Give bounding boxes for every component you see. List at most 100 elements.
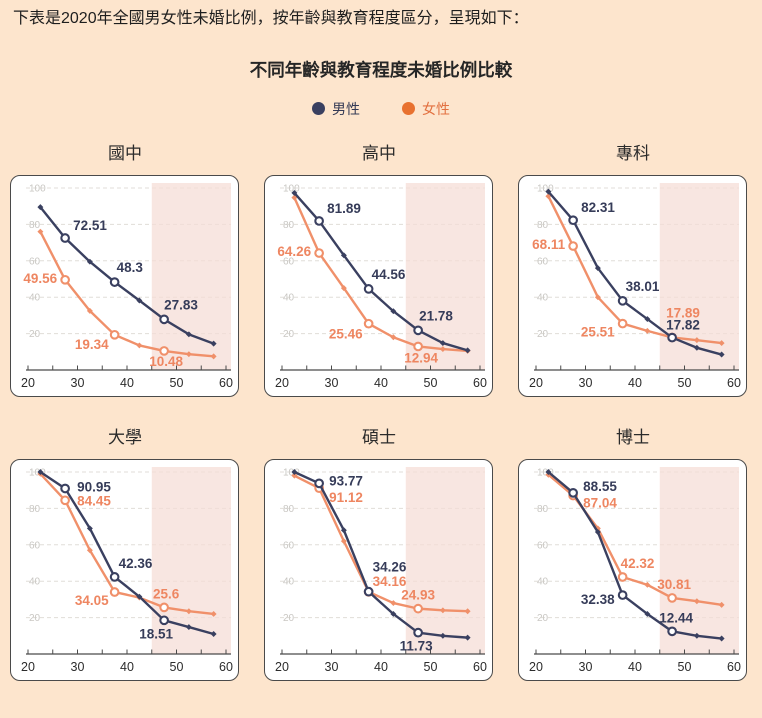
svg-text:42.32: 42.32 <box>621 556 655 571</box>
svg-text:20: 20 <box>529 376 543 390</box>
svg-text:60: 60 <box>219 376 233 390</box>
chart-panel: 20 40 60 80 100 20 30 40 50 60 93.77 34.26 11.73 91.1… <box>264 458 493 681</box>
svg-text:25.46: 25.46 <box>329 326 363 341</box>
svg-text:20: 20 <box>29 329 41 340</box>
svg-text:30.81: 30.81 <box>657 577 691 592</box>
svg-text:93.77: 93.77 <box>329 473 363 488</box>
page-title: 不同年齡與教育程度未婚比例比較 <box>249 59 513 80</box>
svg-text:60: 60 <box>283 540 295 551</box>
svg-text:49.56: 49.56 <box>23 271 57 286</box>
chart-svg: 20 40 60 80 100 20 30 40 50 60 72.51 48.3 27.83 49.56… <box>21 182 233 390</box>
svg-text:80: 80 <box>283 220 295 231</box>
svg-text:30: 30 <box>579 376 593 390</box>
svg-text:80: 80 <box>29 220 41 231</box>
legend-label-female: 女性 <box>422 100 450 117</box>
svg-text:100: 100 <box>283 467 300 478</box>
female-dot-icon <box>402 102 415 116</box>
chart-panel: 20 40 60 80 100 20 30 40 50 60 72.51 48.3 27.83 49.56… <box>10 174 239 397</box>
svg-text:50: 50 <box>424 376 438 390</box>
svg-text:72.51: 72.51 <box>73 218 107 233</box>
svg-text:100: 100 <box>29 183 46 194</box>
svg-text:40: 40 <box>374 660 388 674</box>
svg-text:12.44: 12.44 <box>659 610 693 625</box>
svg-text:20: 20 <box>275 376 289 390</box>
svg-text:60: 60 <box>29 540 41 551</box>
svg-text:81.89: 81.89 <box>327 201 361 216</box>
charts-grid: 國中 20 40 60 80 100 20 30 40 50 60 72.51 48.3 27.83 49.… <box>10 139 752 681</box>
chart-title: 國中 <box>108 143 142 163</box>
svg-text:30: 30 <box>71 376 85 390</box>
svg-text:40: 40 <box>29 292 41 303</box>
svg-text:60: 60 <box>29 256 41 267</box>
svg-text:40: 40 <box>537 292 549 303</box>
svg-text:60: 60 <box>727 376 741 390</box>
svg-text:40: 40 <box>374 376 388 390</box>
legend-label-male: 男性 <box>332 100 360 117</box>
svg-text:40: 40 <box>120 376 134 390</box>
svg-text:40: 40 <box>120 660 134 674</box>
svg-text:60: 60 <box>219 660 233 674</box>
svg-text:20: 20 <box>29 613 41 624</box>
chart-panel: 20 40 60 80 100 20 30 40 50 60 90.95 42.36 18.51 84.4… <box>10 458 239 681</box>
chart-legend: 男性 女性 <box>0 99 762 119</box>
chart-svg: 20 40 60 80 100 20 30 40 50 60 93.77 34.26 11.73 91.1… <box>275 466 487 674</box>
chart-title: 博士 <box>616 427 650 447</box>
svg-text:20: 20 <box>21 376 35 390</box>
legend-item-male: 男性 <box>312 99 360 119</box>
chart-panel: 20 40 60 80 100 20 30 40 50 60 82.31 38.01 17.82 68.1… <box>518 174 747 397</box>
svg-text:25.51: 25.51 <box>581 324 615 339</box>
svg-text:100: 100 <box>283 183 300 194</box>
chart-svg: 20 40 60 80 100 20 30 40 50 60 90.95 42.36 18.51 84.4… <box>21 466 233 674</box>
svg-text:84.45: 84.45 <box>77 493 111 508</box>
chart-cell: 碩士 20 40 60 80 100 20 30 40 50 60 93.77 34.26 11.73 91… <box>264 423 494 681</box>
svg-text:38.01: 38.01 <box>626 279 660 294</box>
svg-text:87.04: 87.04 <box>583 495 617 510</box>
svg-text:60: 60 <box>727 660 741 674</box>
svg-text:40: 40 <box>628 376 642 390</box>
svg-text:50: 50 <box>678 376 692 390</box>
chart-title: 專科 <box>616 143 650 163</box>
svg-text:20: 20 <box>537 329 549 340</box>
svg-text:60: 60 <box>473 660 487 674</box>
svg-text:20: 20 <box>21 660 35 674</box>
chart-cell: 國中 20 40 60 80 100 20 30 40 50 60 72.51 48.3 27.83 49.… <box>10 139 240 397</box>
svg-text:50: 50 <box>424 660 438 674</box>
svg-text:60: 60 <box>537 540 549 551</box>
svg-text:60: 60 <box>473 376 487 390</box>
svg-text:20: 20 <box>529 660 543 674</box>
svg-text:40: 40 <box>29 576 41 587</box>
chart-svg: 20 40 60 80 100 20 30 40 50 60 82.31 38.01 17.82 68.1… <box>529 182 741 390</box>
svg-text:60: 60 <box>283 256 295 267</box>
svg-text:100: 100 <box>537 183 554 194</box>
svg-text:20: 20 <box>283 329 295 340</box>
svg-text:30: 30 <box>71 660 85 674</box>
svg-text:30: 30 <box>579 660 593 674</box>
svg-text:21.78: 21.78 <box>419 308 453 323</box>
chart-svg: 20 40 60 80 100 20 30 40 50 60 81.89 44.56 21.78 64.2… <box>275 182 487 390</box>
svg-text:12.94: 12.94 <box>404 350 438 365</box>
svg-text:34.26: 34.26 <box>373 559 407 574</box>
svg-text:20: 20 <box>283 613 295 624</box>
svg-text:11.73: 11.73 <box>400 638 434 653</box>
svg-text:34.05: 34.05 <box>75 593 109 608</box>
svg-text:17.89: 17.89 <box>666 305 700 320</box>
chart-cell: 專科 20 40 60 80 100 20 30 40 50 60 82.31 38.01 17.82 68… <box>518 139 748 397</box>
chart-title: 碩士 <box>362 427 396 447</box>
svg-text:40: 40 <box>628 660 642 674</box>
svg-text:48.3: 48.3 <box>117 260 144 275</box>
chart-cell: 博士 20 40 60 80 100 20 30 40 50 60 88.55 32.38 12.44 87… <box>518 423 748 681</box>
svg-text:68.11: 68.11 <box>532 237 566 252</box>
chart-panel: 20 40 60 80 100 20 30 40 50 60 88.55 32.38 12.44 87.0… <box>518 458 747 681</box>
svg-text:40: 40 <box>537 576 549 587</box>
svg-text:10.48: 10.48 <box>149 354 183 369</box>
chart-cell: 高中 20 40 60 80 100 20 30 40 50 60 81.89 44.56 21.78 64… <box>264 139 494 397</box>
svg-text:80: 80 <box>283 504 295 515</box>
svg-text:88.55: 88.55 <box>583 479 617 494</box>
svg-text:64.26: 64.26 <box>277 244 311 259</box>
svg-text:27.83: 27.83 <box>164 297 198 312</box>
svg-text:24.93: 24.93 <box>401 587 435 602</box>
svg-text:18.51: 18.51 <box>139 626 173 641</box>
svg-text:42.36: 42.36 <box>119 556 153 571</box>
svg-text:80: 80 <box>537 504 549 515</box>
svg-text:100: 100 <box>29 467 46 478</box>
